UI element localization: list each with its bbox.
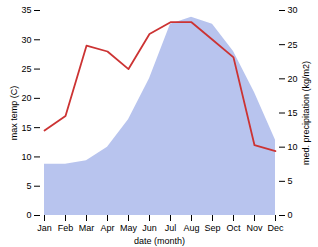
svg-text:Feb: Feb (58, 223, 74, 233)
svg-text:May: May (120, 223, 138, 233)
svg-text:Jul: Jul (165, 223, 177, 233)
svg-text:5: 5 (288, 176, 293, 186)
svg-text:Nov: Nov (246, 223, 263, 233)
svg-text:10: 10 (21, 152, 31, 162)
svg-text:0: 0 (288, 210, 293, 220)
svg-text:5: 5 (26, 181, 31, 191)
svg-text:Mar: Mar (79, 223, 95, 233)
svg-text:20: 20 (288, 74, 298, 84)
svg-text:35: 35 (21, 5, 31, 15)
svg-text:0: 0 (26, 210, 31, 220)
svg-text:25: 25 (21, 64, 31, 74)
svg-text:30: 30 (21, 35, 31, 45)
svg-text:30: 30 (288, 5, 298, 15)
svg-text:Jun: Jun (142, 223, 157, 233)
svg-text:20: 20 (21, 93, 31, 103)
svg-text:10: 10 (288, 142, 298, 152)
svg-text:Dec: Dec (267, 223, 284, 233)
svg-text:25: 25 (288, 40, 298, 50)
svg-text:Aug: Aug (183, 223, 199, 233)
svg-text:Jan: Jan (37, 223, 52, 233)
svg-text:Apr: Apr (100, 223, 114, 233)
svg-text:max temp (C): max temp (C) (9, 86, 19, 141)
svg-text:15: 15 (288, 108, 298, 118)
svg-text:15: 15 (21, 123, 31, 133)
svg-text:Sep: Sep (204, 223, 220, 233)
svg-text:med. precipitation (kg/m2): med. precipitation (kg/m2) (301, 61, 311, 165)
svg-text:date (month): date (month) (134, 236, 185, 246)
svg-text:Oct: Oct (226, 223, 241, 233)
